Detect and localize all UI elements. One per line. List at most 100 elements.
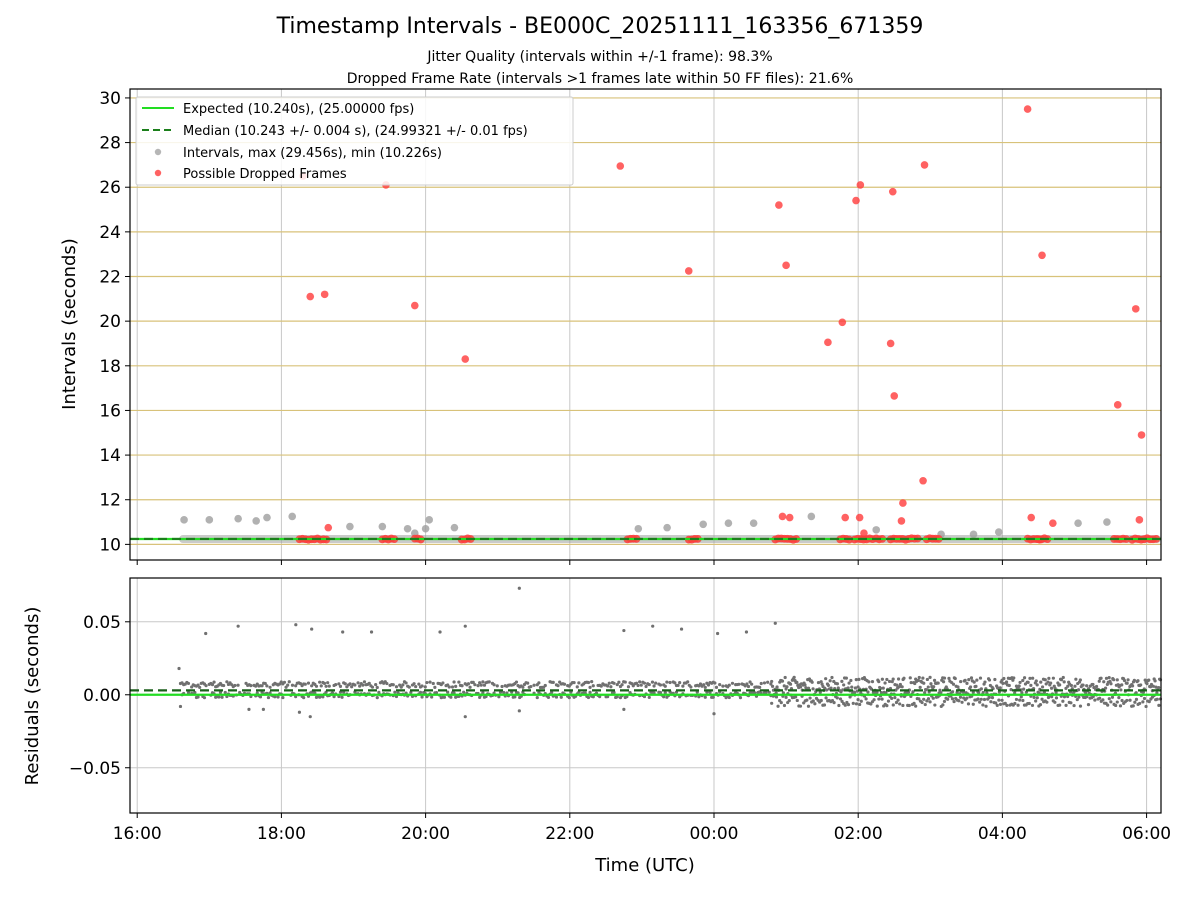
residual-point: [267, 696, 270, 699]
residual-point: [648, 683, 651, 686]
residual-point: [758, 686, 761, 689]
residual-point: [204, 684, 207, 687]
residual-point: [933, 703, 936, 706]
dropped-frame-point: [899, 499, 907, 507]
residual-point: [960, 701, 963, 704]
residual-point: [1072, 704, 1075, 707]
residual-point: [1077, 688, 1080, 691]
residual-point: [233, 684, 236, 687]
residual-point: [840, 680, 843, 683]
residual-point: [1077, 696, 1080, 699]
dropped-frame-point: [919, 477, 927, 485]
residual-point: [1139, 683, 1142, 686]
residual-point: [943, 700, 946, 703]
residual-point: [1062, 676, 1065, 679]
residual-point: [1144, 705, 1147, 708]
residual-point: [716, 632, 719, 635]
residual-point: [897, 677, 900, 680]
residual-point: [789, 683, 792, 686]
legend-dropped-swatch: [155, 170, 161, 176]
residual-point: [286, 684, 289, 687]
residual-point: [460, 684, 463, 687]
residual-point: [1131, 684, 1134, 687]
residual-point: [518, 587, 521, 590]
residual-point: [1109, 700, 1112, 703]
residual-point: [339, 685, 342, 688]
residual-point: [980, 687, 983, 690]
dropped-frame-point: [890, 392, 898, 400]
dropped-frame-point: [921, 161, 929, 169]
residual-point: [799, 705, 802, 708]
interval-point: [346, 523, 354, 531]
residual-point: [932, 697, 935, 700]
residual-point: [392, 683, 395, 686]
residual-point: [885, 678, 888, 681]
residual-point: [521, 686, 524, 689]
residual-point: [820, 699, 823, 702]
residual-point: [1047, 677, 1050, 680]
x-tick-label: 00:00: [689, 824, 738, 844]
residual-point: [997, 698, 1000, 701]
residual-point: [747, 685, 750, 688]
legend-intervals-swatch: [155, 149, 161, 155]
interval-point: [288, 513, 296, 521]
residual-point: [1063, 680, 1066, 683]
residual-point: [496, 684, 499, 687]
residual-point: [640, 684, 643, 687]
residual-point: [515, 680, 518, 683]
residual-point: [1126, 678, 1129, 681]
residual-point: [587, 696, 590, 699]
residuals-y-tick-label: −0.05: [69, 759, 121, 779]
dropped-frame-point: [461, 355, 469, 363]
residual-point: [328, 685, 331, 688]
residual-point: [813, 702, 816, 705]
residual-point: [1116, 700, 1119, 703]
residual-point: [1018, 681, 1021, 684]
residual-point: [1058, 704, 1061, 707]
residual-point: [1128, 699, 1131, 702]
residual-point: [805, 699, 808, 702]
residual-point: [1055, 696, 1058, 699]
intervals-y-tick-label: 28: [99, 134, 121, 154]
residual-point: [970, 676, 973, 679]
residual-point: [920, 701, 923, 704]
residual-point: [370, 630, 373, 633]
residual-point: [1016, 704, 1019, 707]
interval-point: [1074, 519, 1082, 527]
residual-point: [665, 680, 668, 683]
intervals-y-tick-label: 14: [99, 446, 121, 466]
residual-point: [1095, 685, 1098, 688]
intervals-y-tick-label: 10: [99, 535, 121, 555]
residual-point: [627, 685, 630, 688]
residual-point: [1069, 701, 1072, 704]
residual-point: [784, 676, 787, 679]
residual-point: [1018, 684, 1021, 687]
residual-point: [1116, 678, 1119, 681]
residual-point: [1112, 678, 1115, 681]
residual-point: [1021, 679, 1024, 682]
residual-point: [929, 682, 932, 685]
residual-point: [979, 676, 982, 679]
residual-point: [737, 683, 740, 686]
residual-point: [1050, 687, 1053, 690]
residual-point: [836, 696, 839, 699]
residual-point: [668, 681, 671, 684]
residual-point: [457, 680, 460, 683]
residual-point: [1125, 699, 1128, 702]
residual-point: [898, 702, 901, 705]
residual-point: [999, 686, 1002, 689]
residual-point: [807, 705, 810, 708]
residual-point: [842, 683, 845, 686]
residual-point: [784, 696, 787, 699]
residual-point: [1058, 683, 1061, 686]
residual-point: [914, 705, 917, 708]
residual-point: [1005, 704, 1008, 707]
residual-point: [988, 678, 991, 681]
residual-point: [1108, 697, 1111, 700]
dropped-frame-point: [841, 514, 849, 522]
residual-point: [880, 698, 883, 701]
residual-point: [1135, 698, 1138, 701]
residual-point: [847, 703, 850, 706]
residual-point: [536, 696, 539, 699]
